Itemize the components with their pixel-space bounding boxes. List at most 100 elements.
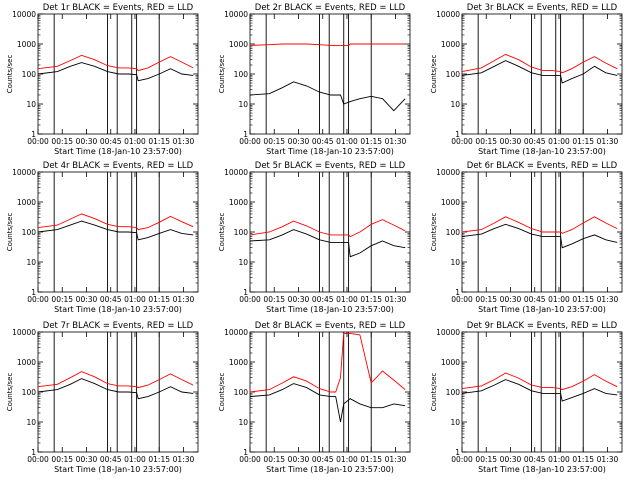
x-tick-label: 00:00	[451, 295, 473, 304]
series-lld	[249, 332, 406, 393]
series-events	[461, 223, 618, 249]
panel-det-7: Det 7r BLACK = Events, RED = LLD 1 10 100 10…	[6, 321, 199, 474]
panel-det-4: Det 4r BLACK = Events, RED = LLD 1 10 100 10…	[6, 161, 199, 314]
x-tick-label: 01:15	[148, 295, 170, 304]
y-tick-label: 10000	[12, 10, 36, 19]
plot-frame	[249, 171, 411, 293]
series-lld	[37, 213, 194, 231]
y-tick-label: 1000	[441, 198, 460, 207]
y-tick-label: 100	[446, 70, 461, 79]
x-tick-label: 00:45	[524, 137, 546, 146]
series-lld	[461, 216, 618, 234]
y-axis-title: Counts/sec	[218, 55, 226, 94]
panel-title: Det 7r BLACK = Events, RED = LLD	[43, 321, 194, 331]
x-tick-label: 00:00	[27, 295, 49, 304]
series-lld	[461, 53, 618, 74]
x-tick-label: 00:45	[524, 455, 546, 464]
x-tick-label: 00:15	[263, 137, 285, 146]
y-tick-label: 10	[26, 418, 36, 427]
x-tick-label: 01:00	[124, 455, 146, 464]
x-tick-label: 00:15	[475, 295, 497, 304]
x-tick-label: 01:15	[360, 137, 382, 146]
x-tick-label: 00:15	[51, 295, 73, 304]
x-axis-title: Start Time (18-Jan-10 23:57:00)	[266, 305, 394, 314]
y-tick-label: 1	[455, 288, 460, 297]
y-tick-label: 1	[243, 288, 248, 297]
x-tick-label: 00:30	[76, 295, 98, 304]
x-tick-label: 01:15	[360, 295, 382, 304]
x-tick-label: 00:00	[27, 137, 49, 146]
plot-frame	[461, 13, 623, 135]
x-tick-label: 01:15	[148, 137, 170, 146]
y-axis-title: Counts/sec	[218, 373, 226, 412]
x-tick-label: 01:00	[548, 137, 570, 146]
y-tick-label: 1000	[229, 40, 248, 49]
x-tick-label: 00:45	[312, 137, 334, 146]
y-tick-label: 1	[243, 448, 248, 457]
x-tick-label: 00:45	[312, 455, 334, 464]
y-tick-label: 10	[238, 418, 248, 427]
y-tick-label: 1	[31, 130, 36, 139]
x-tick-label: 01:15	[572, 295, 594, 304]
x-axis-title: Start Time (18-Jan-10 23:57:00)	[54, 147, 182, 156]
x-tick-label: 00:30	[500, 295, 522, 304]
x-tick-label: 00:30	[500, 455, 522, 464]
y-tick-label: 10	[238, 100, 248, 109]
y-tick-label: 100	[446, 228, 461, 237]
x-tick-label: 00:00	[239, 455, 261, 464]
x-tick-label: 00:15	[475, 455, 497, 464]
y-axis-title: Counts/sec	[6, 55, 14, 94]
y-tick-label: 10	[450, 100, 460, 109]
y-tick-label: 10000	[12, 168, 36, 177]
x-tick-label: 01:30	[173, 295, 195, 304]
series-events	[249, 383, 406, 423]
x-tick-label: 00:30	[288, 137, 310, 146]
x-tick-label: 01:00	[336, 137, 358, 146]
panel-title: Det 2r BLACK = Events, RED = LLD	[255, 3, 406, 13]
x-tick-label: 01:00	[548, 455, 570, 464]
x-tick-label: 01:15	[148, 455, 170, 464]
x-tick-label: 00:00	[239, 137, 261, 146]
x-axis-title: Start Time (18-Jan-10 23:57:00)	[54, 305, 182, 314]
x-tick-label: 00:00	[451, 137, 473, 146]
y-tick-label: 1000	[17, 40, 36, 49]
series-lld	[37, 371, 194, 389]
plot-frame	[249, 13, 411, 135]
y-tick-label: 100	[234, 70, 249, 79]
y-tick-label: 1	[455, 130, 460, 139]
y-tick-label: 10000	[224, 10, 248, 19]
x-tick-label: 00:30	[76, 137, 98, 146]
series-events	[249, 81, 406, 112]
x-tick-label: 00:45	[100, 295, 122, 304]
y-tick-label: 10000	[12, 328, 36, 337]
x-tick-label: 00:30	[500, 137, 522, 146]
x-tick-label: 00:30	[288, 455, 310, 464]
panel-title: Det 5r BLACK = Events, RED = LLD	[255, 161, 406, 171]
x-tick-label: 01:15	[572, 137, 594, 146]
x-tick-label: 01:00	[548, 295, 570, 304]
y-axis-title: Counts/sec	[430, 373, 438, 412]
panel-title: Det 6r BLACK = Events, RED = LLD	[467, 161, 618, 171]
x-tick-label: 00:15	[475, 137, 497, 146]
x-tick-label: 01:30	[597, 295, 619, 304]
y-tick-label: 10000	[436, 168, 460, 177]
x-tick-label: 01:30	[173, 455, 195, 464]
panel-det-3: Det 3r BLACK = Events, RED = LLD 1 10 100 10…	[430, 3, 623, 156]
x-tick-label: 01:30	[385, 137, 407, 146]
y-tick-label: 100	[234, 228, 249, 237]
panel-det-9: Det 9r BLACK = Events, RED = LLD 1 10 100 10…	[430, 321, 623, 474]
y-tick-label: 10	[450, 258, 460, 267]
panel-det-1: Det 1r BLACK = Events, RED = LLD 1 10 100 10…	[6, 3, 199, 156]
y-tick-label: 10000	[436, 10, 460, 19]
x-tick-label: 00:45	[524, 295, 546, 304]
x-tick-label: 01:00	[124, 137, 146, 146]
panel-title: Det 9r BLACK = Events, RED = LLD	[467, 321, 618, 331]
y-tick-label: 10	[26, 100, 36, 109]
x-tick-label: 01:30	[173, 137, 195, 146]
plot-frame	[461, 331, 623, 453]
panel-title: Det 4r BLACK = Events, RED = LLD	[43, 161, 194, 171]
x-axis-title: Start Time (18-Jan-10 23:57:00)	[478, 147, 606, 156]
y-axis-title: Counts/sec	[430, 213, 438, 252]
x-tick-label: 01:15	[360, 455, 382, 464]
y-tick-label: 1000	[17, 358, 36, 367]
